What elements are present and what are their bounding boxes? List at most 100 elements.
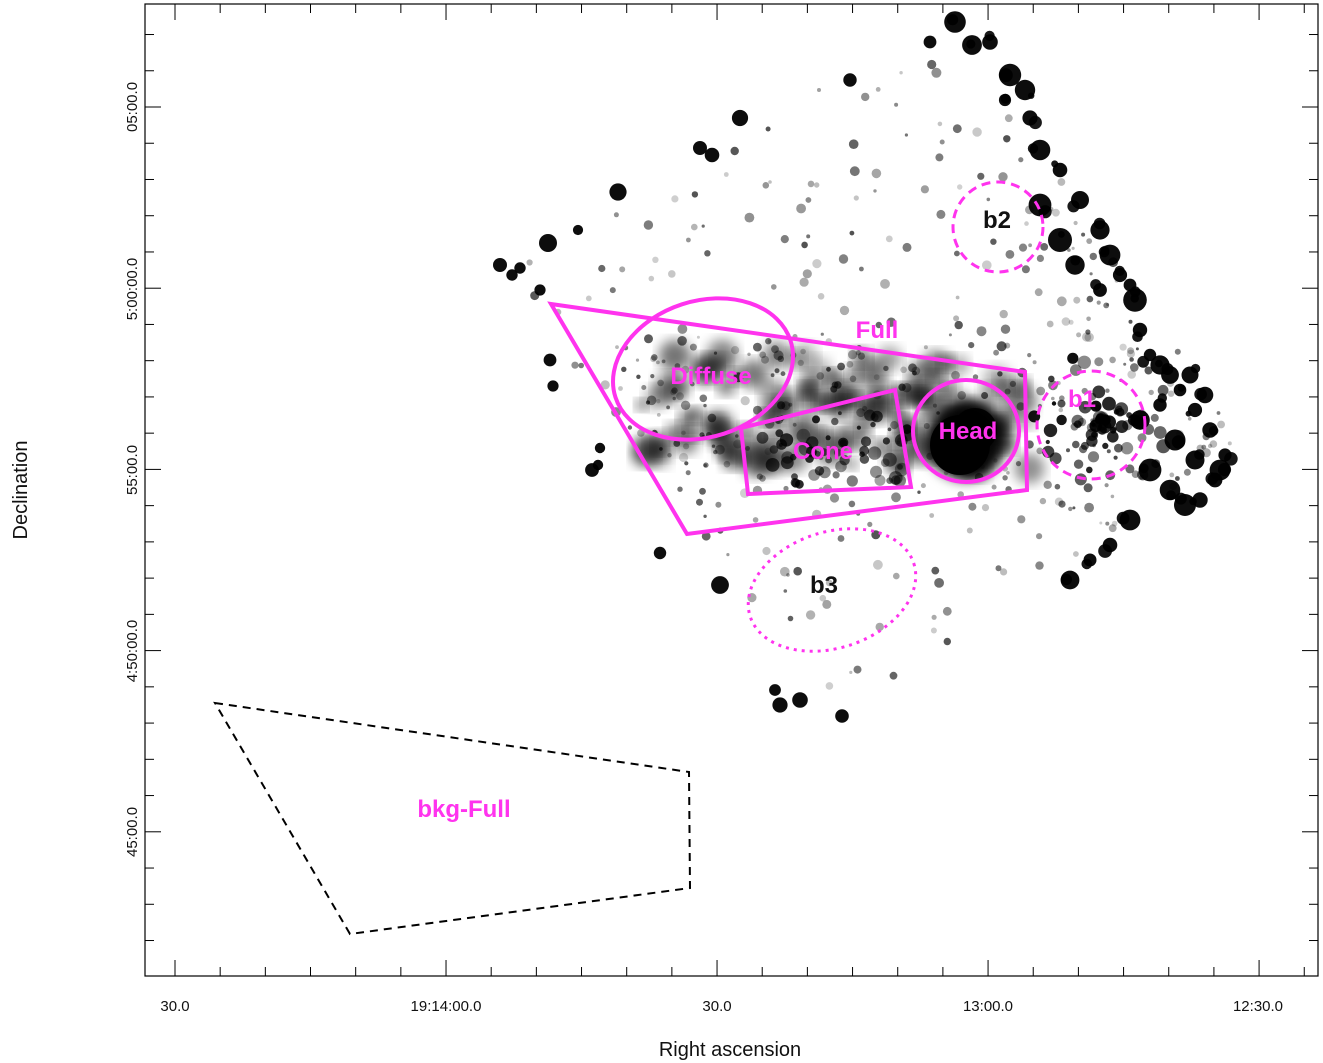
bkg-full-region — [213, 701, 692, 936]
emission-blob — [643, 220, 654, 230]
emission-blob — [1217, 462, 1232, 477]
emission-blob — [594, 442, 606, 454]
emission-blob — [786, 573, 790, 577]
emission-blob — [931, 67, 942, 78]
emission-blob — [744, 212, 755, 223]
emission-blob — [1083, 483, 1093, 493]
emission-blob — [837, 535, 845, 542]
emission-blob — [1113, 455, 1118, 460]
emission-blob — [731, 109, 749, 127]
emission-blob — [798, 371, 824, 397]
emission-blob — [526, 259, 533, 266]
x-tick-label: 30.0 — [160, 998, 189, 1015]
emission-blob — [790, 477, 800, 488]
emission-blob — [1059, 395, 1065, 402]
emission-blob — [871, 410, 883, 423]
emission-blob — [1128, 319, 1133, 324]
emission-blob — [954, 250, 960, 257]
emission-blob — [762, 182, 770, 189]
emission-blob — [1150, 413, 1159, 422]
emission-blob — [585, 463, 599, 477]
emission-blob — [843, 73, 857, 87]
emission-blob — [977, 172, 985, 180]
emission-blob — [765, 338, 772, 345]
emission-blob — [658, 340, 691, 372]
emission-blob — [839, 439, 848, 447]
emission-blob — [1114, 443, 1123, 453]
emission-blob — [947, 14, 959, 26]
emission-blob — [774, 368, 780, 374]
emission-blob — [814, 466, 825, 476]
emission-blob — [1194, 387, 1207, 401]
xray-emission-image — [493, 11, 1238, 723]
emission-blob — [703, 403, 707, 408]
emission-blob — [831, 417, 839, 426]
emission-blob — [1130, 286, 1141, 298]
emission-blob — [1217, 420, 1225, 429]
emission-blob — [927, 59, 937, 70]
emission-blob — [1135, 347, 1139, 351]
emission-blob — [691, 223, 698, 231]
emission-blob — [1067, 200, 1080, 213]
emission-blob — [1058, 231, 1065, 238]
emission-blob — [894, 102, 899, 107]
y-tick-label: 05:00.0 — [124, 82, 141, 132]
emission-blob — [848, 139, 859, 149]
emission-blob — [859, 266, 864, 272]
label-cone: Cone — [793, 438, 853, 465]
emission-blob — [880, 279, 890, 289]
emission-blob — [1000, 568, 1008, 576]
emission-blob — [677, 324, 688, 334]
emission-blob — [1051, 160, 1059, 168]
emission-blob — [703, 462, 709, 468]
emission-blob — [812, 450, 821, 460]
emission-blob — [1119, 343, 1127, 351]
emission-blob — [753, 342, 762, 352]
emission-blob — [585, 295, 592, 302]
emission-blob — [887, 427, 892, 432]
emission-blob — [825, 682, 834, 690]
emission-blob — [1028, 243, 1032, 248]
emission-blob — [648, 275, 655, 282]
emission-blob — [885, 235, 893, 243]
emission-blob — [493, 258, 507, 272]
label-b1: b1 — [1068, 386, 1096, 413]
emission-blob — [936, 209, 946, 219]
emission-blob — [1036, 386, 1046, 396]
emission-blob — [635, 358, 640, 362]
emission-blob — [1209, 440, 1218, 448]
emission-blob — [1056, 296, 1067, 307]
emission-blob — [769, 445, 779, 454]
emission-blob — [793, 566, 802, 576]
emission-blob — [787, 615, 794, 622]
emission-blob — [704, 250, 711, 257]
emission-blob — [703, 514, 707, 518]
emission-blob — [952, 124, 962, 134]
emission-blob — [1093, 217, 1106, 230]
emission-blob — [957, 184, 963, 190]
y-axis-title: Declination — [10, 441, 32, 540]
emission-blob — [849, 670, 853, 675]
emission-blob — [802, 269, 812, 279]
emission-blob — [780, 456, 794, 470]
emission-blob — [867, 446, 882, 460]
emission-blob — [935, 153, 944, 162]
emission-blob — [1208, 426, 1219, 436]
emission-blob — [1048, 228, 1072, 252]
emission-blob — [1061, 317, 1071, 326]
emission-blob — [686, 237, 691, 243]
emission-blob — [1021, 265, 1030, 274]
emission-blob — [820, 332, 824, 336]
emission-blob — [1174, 348, 1181, 355]
emission-blob — [817, 293, 825, 300]
label-full: Full — [856, 317, 899, 344]
emission-blob — [1090, 279, 1102, 291]
emission-blob — [1155, 359, 1163, 368]
emission-blob — [984, 30, 995, 41]
emission-blob — [1148, 389, 1154, 396]
emission-blob — [1098, 544, 1112, 558]
emission-blob — [871, 168, 882, 179]
emission-blob — [853, 665, 862, 674]
emission-blob — [619, 266, 626, 273]
emission-blob — [972, 127, 982, 137]
